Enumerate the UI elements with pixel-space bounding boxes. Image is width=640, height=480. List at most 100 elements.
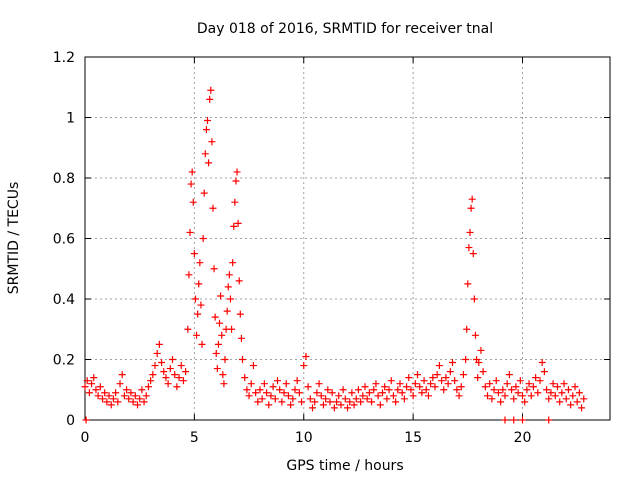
data-point: [229, 259, 237, 267]
data-point: [81, 383, 89, 391]
data-point: [190, 250, 198, 258]
data-point: [405, 374, 413, 382]
data-point: [184, 325, 192, 333]
data-point: [315, 380, 323, 388]
data-point: [134, 401, 141, 409]
data-point: [551, 392, 559, 400]
data-point: [171, 371, 179, 379]
y-tick-label: 0.6: [53, 232, 75, 248]
x-tick-label: 5: [190, 430, 199, 446]
data-point: [387, 377, 395, 385]
data-point: [109, 395, 117, 403]
data-point: [94, 392, 102, 400]
data-point: [525, 380, 533, 388]
data-point: [547, 389, 555, 397]
data-point: [467, 204, 475, 212]
data-point: [453, 386, 461, 394]
data-point: [206, 95, 214, 103]
data-point: [370, 386, 378, 394]
data-point: [381, 383, 389, 391]
data-point: [252, 389, 260, 397]
data-point: [287, 401, 295, 409]
data-point: [185, 271, 193, 279]
data-point: [374, 392, 382, 400]
data-point: [361, 383, 369, 391]
data-point: [282, 380, 290, 388]
data-point: [243, 386, 251, 394]
data-point: [158, 359, 166, 367]
data-point: [499, 386, 507, 394]
data-point: [479, 368, 487, 376]
data-point: [339, 386, 347, 394]
data-point: [214, 340, 222, 348]
data-point: [549, 380, 557, 388]
data-point: [501, 416, 509, 424]
data-point: [484, 392, 491, 400]
data-point: [418, 389, 426, 397]
data-point: [385, 386, 393, 394]
data-point: [169, 356, 176, 363]
data-point: [363, 395, 371, 403]
grid: [85, 57, 610, 420]
data-point: [464, 280, 472, 288]
x-tick-label: 10: [295, 430, 313, 446]
data-point: [116, 380, 124, 388]
data-point: [545, 416, 553, 424]
data-point: [350, 401, 358, 409]
data-point: [265, 401, 273, 409]
data-point: [457, 383, 465, 391]
data-point: [193, 331, 201, 339]
data-point: [129, 398, 137, 406]
data-point: [534, 389, 542, 397]
data-point: [239, 356, 246, 363]
data-point: [219, 371, 227, 379]
data-point: [481, 383, 489, 391]
data-point: [368, 398, 376, 406]
data-point: [160, 368, 168, 376]
data-point: [455, 392, 463, 400]
data-point: [194, 310, 202, 318]
data-point: [211, 313, 219, 321]
data-point: [295, 389, 303, 397]
data-point: [153, 349, 161, 357]
data-point: [510, 395, 518, 403]
data-point: [213, 365, 221, 373]
data-point: [433, 371, 441, 379]
data-point: [120, 392, 128, 400]
data-point: [519, 416, 526, 424]
data-point: [328, 389, 336, 397]
y-tick-label: 0.8: [53, 171, 75, 187]
data-point: [144, 383, 152, 391]
data-point: [494, 389, 502, 397]
data-point: [232, 177, 240, 185]
data-point: [198, 340, 206, 348]
data-point: [319, 401, 327, 409]
data-point: [149, 371, 157, 379]
data-point: [573, 398, 581, 406]
data-point: [302, 352, 310, 360]
data-point: [260, 380, 268, 388]
data-point: [470, 295, 478, 303]
data-point: [523, 386, 531, 394]
data-point: [422, 386, 430, 394]
data-point: [188, 168, 196, 176]
data-point: [224, 283, 232, 291]
data-point: [186, 228, 194, 236]
data-point: [101, 389, 109, 397]
data-point: [201, 150, 209, 158]
data-point: [88, 380, 96, 388]
data-point: [245, 392, 253, 400]
data-point: [446, 368, 454, 376]
data-point: [383, 395, 391, 403]
data-point: [564, 386, 572, 394]
data-point: [107, 401, 115, 409]
data-point: [490, 386, 498, 394]
data-point: [105, 392, 113, 400]
data-point: [497, 398, 505, 406]
data-point: [263, 389, 271, 397]
y-axis: 0 0.2 0.4 0.6 0.8 1 1.2: [53, 50, 610, 429]
data-point: [217, 292, 225, 300]
data-point: [416, 383, 424, 391]
data-point: [324, 386, 332, 394]
data-point: [379, 389, 386, 397]
